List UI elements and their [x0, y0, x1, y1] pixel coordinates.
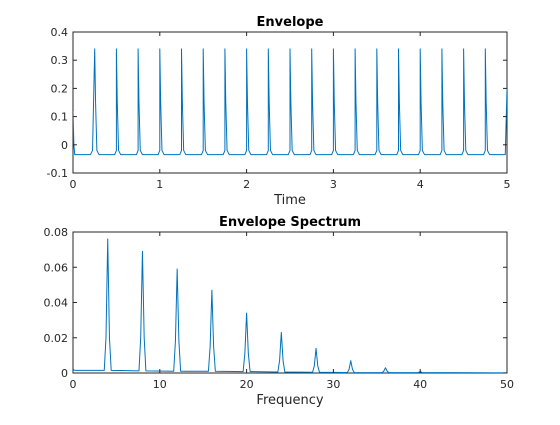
envelope-spectrum-y-tick-label: 0.04: [44, 297, 69, 310]
envelope-y-tick-label: 0: [61, 139, 68, 152]
envelope-y-tick-label: 0.1: [51, 111, 69, 124]
envelope-spectrum-series-line: [73, 238, 507, 373]
envelope-series-line: [73, 48, 507, 156]
envelope-x-tick-label: 3: [330, 178, 337, 191]
envelope-spectrum-x-tick-label: 40: [413, 378, 427, 391]
envelope-spectrum-plot-area: [72, 231, 508, 374]
envelope-spectrum-x-axis-label: Frequency: [256, 393, 323, 408]
envelope-spectrum-y-tick-label: 0.02: [44, 332, 69, 345]
envelope-spectrum-y-tick-label: 0.08: [44, 226, 69, 239]
envelope-x-tick-label: 0: [70, 178, 77, 191]
envelope-y-tick-label: 0.3: [51, 54, 69, 67]
envelope-y-tick-label: -0.1: [47, 167, 68, 180]
envelope-spectrum-title: Envelope Spectrum: [219, 215, 361, 230]
envelope-spectrum-x-tick-label: 50: [500, 378, 514, 391]
envelope-y-tick-label: 0.2: [51, 82, 69, 95]
envelope-x-tick-label: 2: [243, 178, 250, 191]
envelope-spectrum-x-tick-label: 0: [70, 378, 77, 391]
envelope-x-axis-label: Time: [273, 193, 306, 208]
envelope-title: Envelope: [257, 15, 324, 30]
envelope-spectrum-y-tick-label: 0: [61, 367, 68, 380]
envelope-spectrum-x-tick-label: 30: [326, 378, 340, 391]
envelope-spectrum-x-tick-label: 10: [153, 378, 167, 391]
envelope-x-tick-label: 4: [417, 178, 424, 191]
envelope-spectrum-y-tick-label: 0.06: [44, 261, 69, 274]
envelope-y-tick-label: 0.4: [51, 26, 69, 39]
envelope-spectrum-x-tick-label: 20: [240, 378, 254, 391]
envelope-spectrum-axes: 0 10 20 30 40 50 0 0.02 0.04 0.06 0.08 Envelope Spe…: [44, 215, 515, 408]
envelope-x-tick-label: 1: [156, 178, 163, 191]
envelope-x-tick-label: 5: [504, 178, 511, 191]
